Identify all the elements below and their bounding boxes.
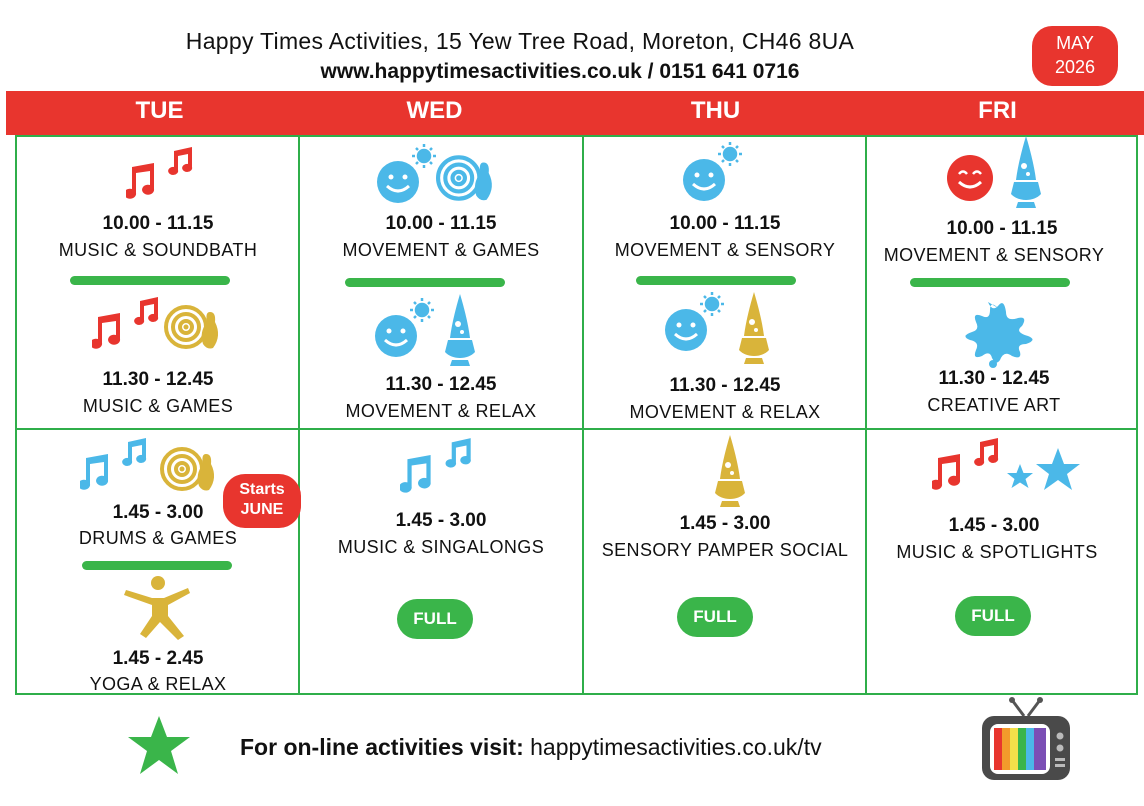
yoga-figure-icon [124,576,190,640]
tv-icon [982,697,1070,780]
session-divider [345,278,505,287]
smiley-icon [947,155,993,201]
year-label: 2026 [1054,57,1096,77]
music-notes-icon [932,438,999,490]
full-badge: FULL [677,597,753,637]
session-time: 1.45 - 2.45 [112,648,204,669]
grid-divider [298,135,300,695]
session-activity: YOGA & RELAX [89,674,227,694]
session-activity: MUSIC & GAMES [82,396,234,416]
music-notes-icon [80,438,147,490]
session-time: 11.30 - 12.45 [669,375,781,396]
music-notes-icon [92,297,159,349]
session-time: 1.45 - 3.00 [395,510,487,531]
session-time: 1.45 - 3.00 [948,515,1040,536]
header-contact[interactable]: www.happytimesactivities.co.uk / 0151 64… [320,60,800,83]
session-time: 11.30 - 12.45 [102,369,214,390]
session-activity: MUSIC & SPOTLIGHTS [896,542,1098,562]
music-notes-icon [126,147,193,199]
day-label-thu: THU [690,97,741,124]
grid-divider [15,428,1138,430]
stars-icon [1007,448,1080,490]
smiley-sun-icon [683,142,742,201]
session-activity: MOVEMENT & RELAX [629,402,821,422]
session-time: 11.30 - 12.45 [385,374,497,395]
timetable-grid [15,135,1138,695]
lava-lamp-icon [715,435,745,507]
grid-divider [865,135,867,695]
session-activity: DRUMS & GAMES [78,528,238,548]
full-badge: FULL [397,599,473,639]
paint-splat-icon [965,302,1033,368]
session-time: 10.00 - 11.15 [385,213,497,234]
star-icon [128,716,190,774]
full-badge: FULL [955,596,1031,636]
month-badge: MAY 2026 [1032,26,1118,86]
footer-label: For on-line activities visit: [240,734,524,760]
footer-url[interactable]: happytimesactivities.co.uk/tv [530,734,822,760]
header-address: Happy Times Activities, 15 Yew Tree Road… [185,28,855,54]
session-activity: MOVEMENT & SENSORY [883,245,1105,265]
lava-lamp-icon [739,292,769,364]
session-time: 10.00 - 11.15 [669,213,781,234]
session-time: 1.45 - 3.00 [679,513,771,534]
session-time: 10.00 - 11.15 [946,218,1058,239]
session-time: 10.00 - 11.15 [102,213,214,234]
music-notes-icon [400,438,471,493]
footer-online-activities: For on-line activities visit: happytimes… [240,734,822,761]
smiley-sun-icon [375,298,434,357]
starts-june-badge: Starts JUNE [223,474,301,528]
smiley-sun-icon [665,292,724,351]
session-activity: MOVEMENT & SENSORY [614,240,836,260]
session-activity: MUSIC & SOUNDBATH [58,240,258,260]
session-time: 1.45 - 3.00 [112,502,204,523]
session-activity: MOVEMENT & RELAX [345,401,537,421]
session-divider [70,276,230,285]
day-label-tue: TUE [135,97,184,124]
session-activity: MUSIC & SINGALONGS [337,537,545,557]
session-divider [910,278,1070,287]
lava-lamp-icon [445,294,475,366]
lava-lamp-icon [1011,136,1041,208]
session-divider [636,276,796,285]
day-header-bar [6,91,1144,135]
bowling-target-icon [160,447,215,491]
starts-badge-line2: JUNE [240,501,284,518]
session-activity: MOVEMENT & GAMES [342,240,540,260]
session-time: 11.30 - 12.45 [938,368,1050,389]
grid-divider [582,135,584,695]
session-activity: SENSORY PAMPER SOCIAL [601,540,849,560]
day-label-fri: FRI [978,97,1017,124]
session-divider [82,561,232,570]
month-label: MAY [1056,33,1094,53]
bowling-target-icon [436,155,492,201]
session-activity: CREATIVE ART [927,395,1061,415]
bowling-target-icon [164,305,219,349]
day-label-wed: WED [406,97,463,124]
starts-badge-line1: Starts [239,481,285,498]
smiley-sun-icon [377,144,436,203]
